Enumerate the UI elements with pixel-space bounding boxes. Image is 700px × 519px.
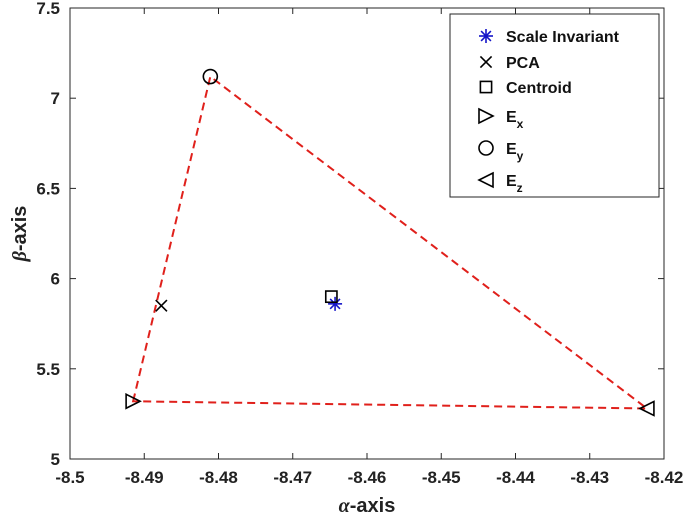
legend-label-subscript: y	[517, 149, 524, 163]
point-asterisk	[328, 296, 343, 311]
x-tick-label: -8.49	[125, 468, 164, 487]
y-axis-label: β-axis	[9, 206, 31, 263]
y-axis-text: -axis	[9, 206, 31, 252]
legend-label: Ey	[506, 141, 524, 163]
y-tick-label: 6.5	[36, 179, 60, 198]
legend-label: Centroid	[506, 80, 572, 97]
x-tick-label: -8.47	[273, 468, 312, 487]
y-tick-label: 5.5	[36, 360, 60, 379]
legend-label-main: PCA	[506, 55, 540, 72]
legend-label: Ex	[506, 109, 524, 131]
x-tick-label: -8.43	[570, 468, 609, 487]
x-tick-label: -8.48	[199, 468, 238, 487]
y-axis-symbol: β	[9, 250, 31, 262]
marker-layer	[125, 68, 655, 417]
legend-marker-circle	[478, 140, 494, 156]
x-axis-text: -axis	[350, 495, 396, 517]
legend-label-main: Scale Invariant	[506, 29, 620, 46]
y-tick-label: 7.5	[36, 0, 60, 18]
legend-marker-triangle-right	[478, 107, 495, 125]
legend-label-main: Centroid	[506, 80, 572, 97]
legend-marker-square	[479, 80, 493, 94]
point-triangle-left	[638, 400, 655, 417]
point-circle	[202, 68, 219, 85]
x-tick-label: -8.42	[645, 468, 684, 487]
x-tick-label: -8.44	[496, 468, 535, 487]
x-tick-label: -8.5	[55, 468, 84, 487]
x-tick-label: -8.45	[422, 468, 461, 487]
y-tick-label: 7	[51, 89, 60, 108]
x-axis-ticks: -8.5 -8.49 -8.48 -8.47 -8.46 -8.45 -8.44 -8.43 -…	[55, 8, 683, 487]
legend-marker-triangle-left	[477, 171, 494, 189]
legend-label: Ez	[506, 173, 523, 195]
y-tick-label: 5	[51, 450, 60, 469]
x-axis-symbol: α	[339, 495, 351, 517]
legend-label-main: E	[506, 109, 517, 126]
legend-label-subscript: x	[517, 117, 524, 131]
legend-label-main: E	[506, 141, 517, 158]
x-axis-label: α-axis	[339, 495, 396, 517]
point-triangle-right	[125, 392, 142, 410]
legend-label: Scale Invariant	[506, 29, 620, 46]
legend-marker-asterisk	[479, 29, 493, 43]
legend-marker-x	[479, 55, 493, 69]
y-axis-ticks: 5 5.5 6 6.5 7 7.5	[36, 0, 664, 469]
legend-box	[449, 13, 660, 198]
y-tick-label: 6	[51, 270, 60, 289]
point-square	[324, 290, 338, 304]
legend-label: PCA	[506, 55, 540, 72]
legend-label-main: E	[506, 173, 517, 190]
legend-label-subscript: z	[517, 181, 523, 195]
x-tick-label: -8.46	[348, 468, 387, 487]
point-x	[155, 299, 168, 312]
